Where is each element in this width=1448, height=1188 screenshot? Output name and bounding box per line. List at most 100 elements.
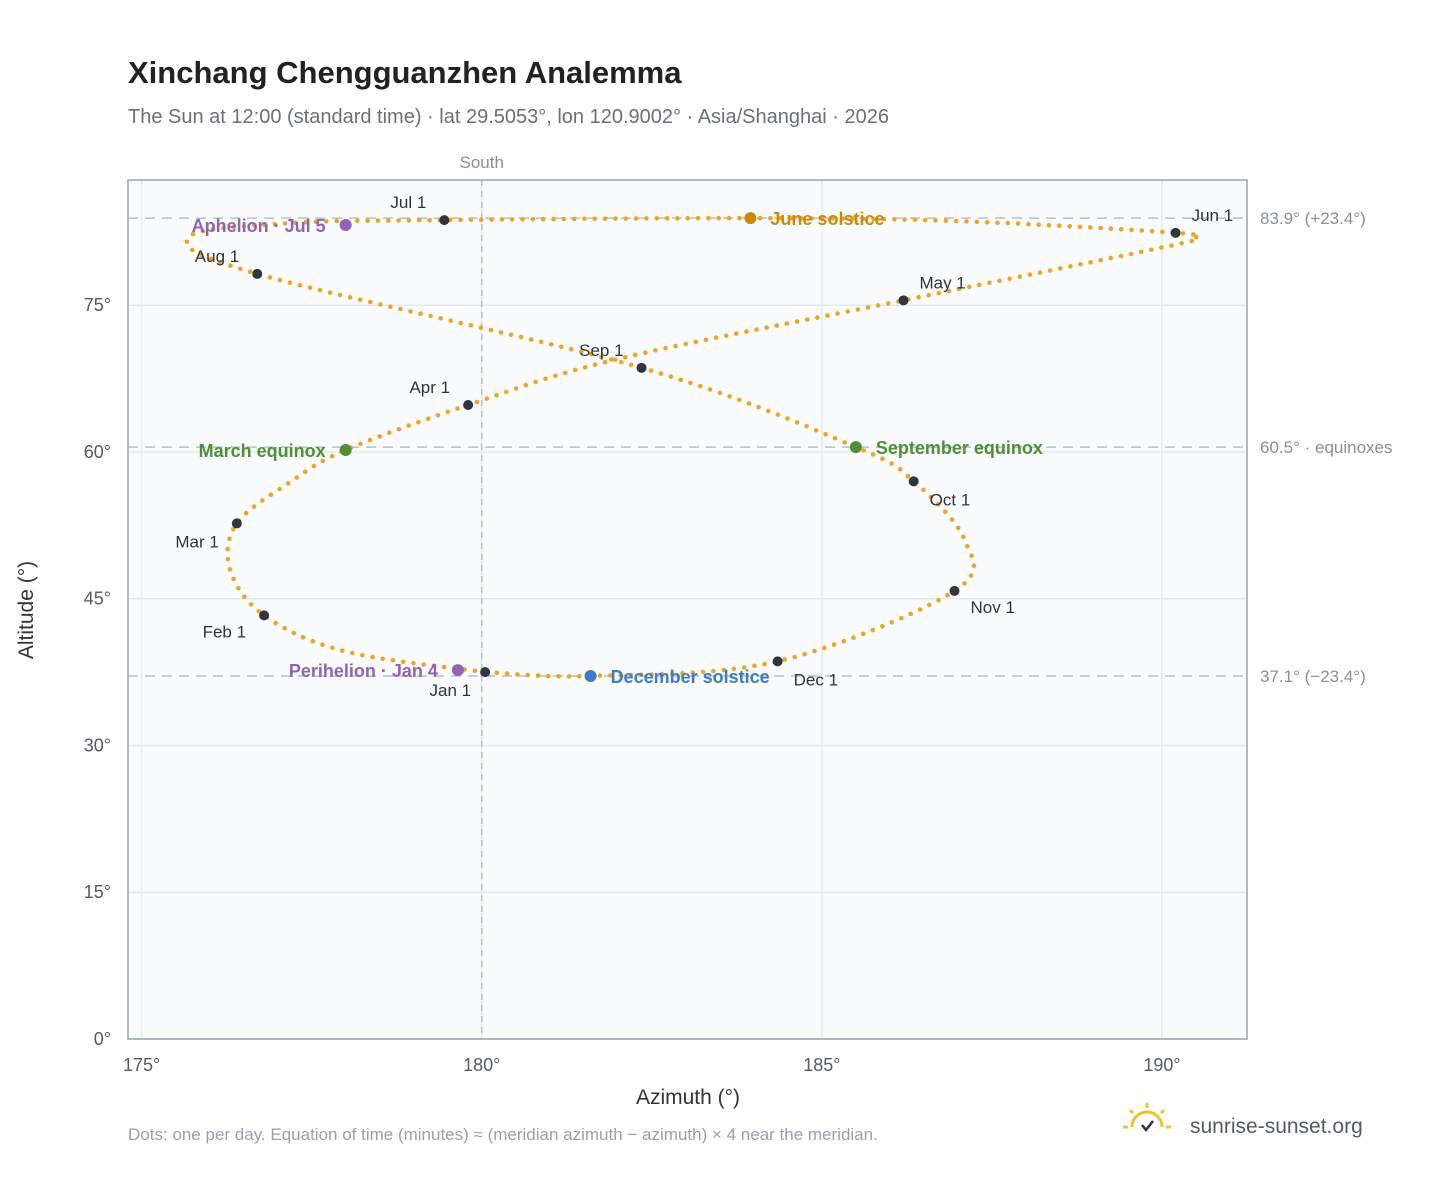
daily-dot — [592, 216, 598, 222]
daily-dot — [320, 458, 326, 464]
daily-dot — [802, 651, 807, 657]
daily-dot — [819, 216, 825, 221]
daily-dot — [1058, 266, 1063, 271]
daily-dot — [327, 290, 333, 295]
daily-dot — [441, 664, 447, 670]
daily-dot — [668, 374, 674, 379]
daily-dot — [880, 456, 885, 462]
daily-dot — [1015, 221, 1021, 226]
daily-dot — [1139, 228, 1145, 233]
daily-dot — [582, 365, 588, 370]
daily-dot — [237, 266, 243, 272]
month-label: May 1 — [919, 273, 965, 292]
month-marker — [463, 400, 474, 411]
daily-dot — [577, 674, 582, 679]
daily-dot — [225, 546, 230, 552]
daily-dot — [431, 663, 437, 669]
daily-dot — [589, 352, 594, 357]
daily-dot — [1160, 229, 1165, 235]
daily-dot — [794, 319, 800, 324]
daily-dot — [1108, 255, 1114, 261]
daily-dot — [272, 221, 278, 227]
daily-dot — [350, 650, 355, 656]
event-label: December solstice — [611, 667, 770, 687]
daily-dot — [685, 215, 690, 221]
daily-dot — [200, 228, 206, 234]
daily-dot — [302, 469, 308, 475]
daily-dot — [658, 371, 664, 376]
daily-dot — [917, 607, 923, 612]
daily-dot — [845, 309, 850, 314]
month-marker — [1170, 227, 1181, 238]
daily-dot — [313, 219, 319, 225]
daily-dot — [427, 218, 432, 223]
month-label: Jul 1 — [390, 193, 426, 212]
daily-dot — [494, 393, 499, 398]
daily-dot — [865, 305, 871, 310]
daily-dot — [528, 337, 534, 342]
daily-dot — [966, 284, 972, 290]
daily-dot — [969, 553, 974, 558]
month-label: Jun 1 — [1192, 206, 1234, 225]
daily-dot — [764, 325, 769, 330]
daily-dot — [488, 327, 494, 333]
daily-dot — [717, 390, 723, 396]
y-tick-label: 60° — [84, 442, 111, 462]
daily-dot — [563, 370, 568, 376]
daily-dot — [1180, 231, 1186, 236]
daily-dot — [231, 576, 236, 582]
daily-dot — [546, 673, 551, 679]
daily-dot — [1108, 226, 1114, 231]
daily-dot — [435, 413, 441, 418]
daily-dot — [799, 216, 804, 221]
daily-dot — [494, 670, 500, 676]
daily-dot — [1068, 264, 1073, 269]
daily-dot — [680, 670, 685, 676]
daily-dot — [489, 217, 494, 222]
daily-dot — [669, 671, 675, 676]
daily-dot — [775, 412, 781, 417]
daily-dot — [231, 224, 236, 230]
daily-dot — [1169, 243, 1174, 248]
daily-dot — [841, 638, 847, 644]
daily-dot — [277, 277, 283, 283]
daily-dot — [812, 648, 817, 654]
daily-dot — [1118, 227, 1124, 232]
daily-dot — [566, 674, 572, 679]
daily-dot — [262, 222, 267, 227]
daily-dot — [184, 239, 190, 245]
daily-dot — [835, 311, 840, 316]
month-label: Dec 1 — [794, 670, 838, 689]
month-label: Apr 1 — [409, 378, 450, 397]
daily-dot — [654, 216, 660, 221]
event-marker — [849, 441, 862, 454]
x-tick-label: 185° — [803, 1055, 840, 1075]
daily-dot — [1118, 253, 1124, 259]
y-tick-label: 45° — [84, 589, 111, 609]
daily-dot — [784, 321, 790, 326]
daily-dot — [538, 339, 544, 345]
daily-dot — [553, 373, 558, 379]
daily-dot — [922, 217, 928, 223]
daily-dot — [417, 218, 422, 223]
daily-dot — [1077, 224, 1083, 230]
daily-dot — [418, 311, 423, 317]
daily-dot — [703, 337, 709, 343]
month-label: Aug 1 — [195, 247, 239, 266]
daily-dot — [317, 287, 323, 293]
daily-dot — [509, 217, 515, 222]
event-marker — [451, 664, 464, 677]
daily-dot — [928, 494, 934, 500]
daily-dot — [949, 517, 955, 522]
daily-dot — [965, 544, 970, 549]
daily-dot — [1007, 276, 1012, 282]
month-label: Jan 1 — [430, 681, 472, 700]
daily-dot — [458, 320, 464, 326]
daily-dot — [190, 231, 196, 237]
daily-dot — [455, 406, 460, 411]
daily-dot — [1159, 245, 1164, 250]
daily-dot — [1036, 222, 1041, 227]
daily-dot — [251, 504, 257, 509]
daily-dot — [778, 215, 783, 221]
daily-dot — [1046, 222, 1052, 228]
